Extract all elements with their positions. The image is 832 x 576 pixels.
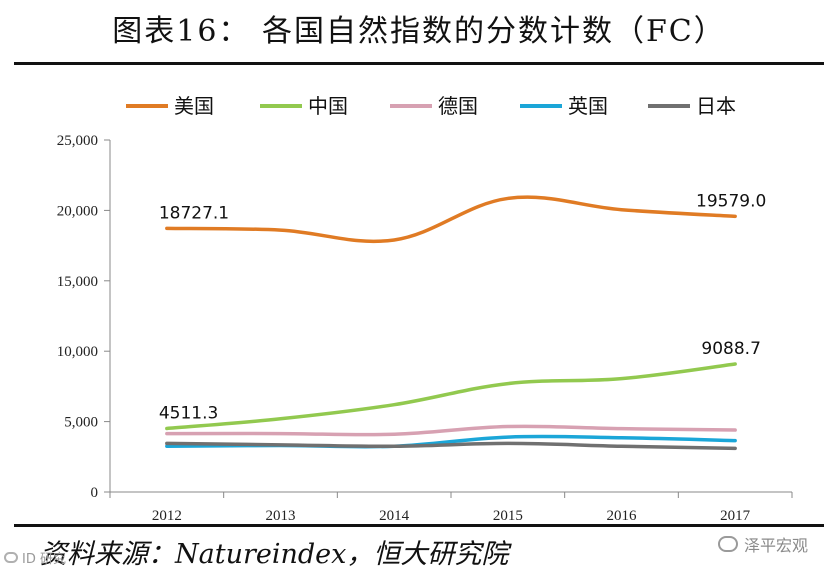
series-line-3 xyxy=(165,424,737,437)
y-tick-label: 25,000 xyxy=(57,133,98,149)
data-labels: 18727.1 19579.0 4511.3 9088.7 xyxy=(159,191,766,423)
page-title: 图表16： 各国自然指数的分数计数（FC） xyxy=(112,14,726,49)
data-label: 4511.3 xyxy=(159,403,218,423)
series-lines xyxy=(165,195,737,451)
data-label: 18727.1 xyxy=(159,203,229,223)
legend-label: 美国 xyxy=(174,94,214,118)
series-line-2 xyxy=(165,362,737,431)
y-tick-label: 0 xyxy=(91,485,99,501)
legend-label: 英国 xyxy=(568,94,608,118)
x-tick-label: 2013 xyxy=(266,508,296,524)
data-label: 19579.0 xyxy=(696,191,766,211)
y-tick-label: 5,000 xyxy=(64,415,98,431)
x-tick-label: 2015 xyxy=(493,508,523,524)
watermark-text: 泽平宏观 xyxy=(743,536,808,555)
wechat-icon xyxy=(717,536,738,552)
y-tick-label: 20,000 xyxy=(57,203,98,219)
y-tick-label: 15,000 xyxy=(57,274,98,290)
x-tick-label: 2016 xyxy=(607,508,638,524)
x-tick-label: 2012 xyxy=(152,508,182,524)
x-tick-label: 2017 xyxy=(720,508,751,524)
wechat-small-icon xyxy=(4,552,18,563)
watermark-left: ID 研究 xyxy=(4,548,66,567)
y-tick-label: 10,000 xyxy=(57,344,98,360)
bottom-rule xyxy=(14,524,824,527)
watermark: 泽平宏观 xyxy=(717,532,808,556)
legend-label: 日本 xyxy=(696,94,736,118)
series-line-1 xyxy=(165,195,737,244)
y-axis: 0 5,000 10,000 15,000 20,000 25,000 xyxy=(57,133,111,501)
data-label: 9088.7 xyxy=(701,339,760,359)
x-axis: 2012 2013 2014 2015 2016 2017 xyxy=(109,491,793,524)
watermark-left-text: ID 研究 xyxy=(22,552,66,567)
legend-label: 中国 xyxy=(308,94,348,118)
source-note: 资料来源：Natureindex，恒大研究院 xyxy=(40,539,509,570)
top-rule xyxy=(14,62,824,65)
legend-label: 德国 xyxy=(438,94,478,118)
series-line-5 xyxy=(165,441,737,451)
x-tick-label: 2014 xyxy=(379,508,410,524)
legend: 美国 中国 德国 英国 日本 xyxy=(126,94,736,118)
